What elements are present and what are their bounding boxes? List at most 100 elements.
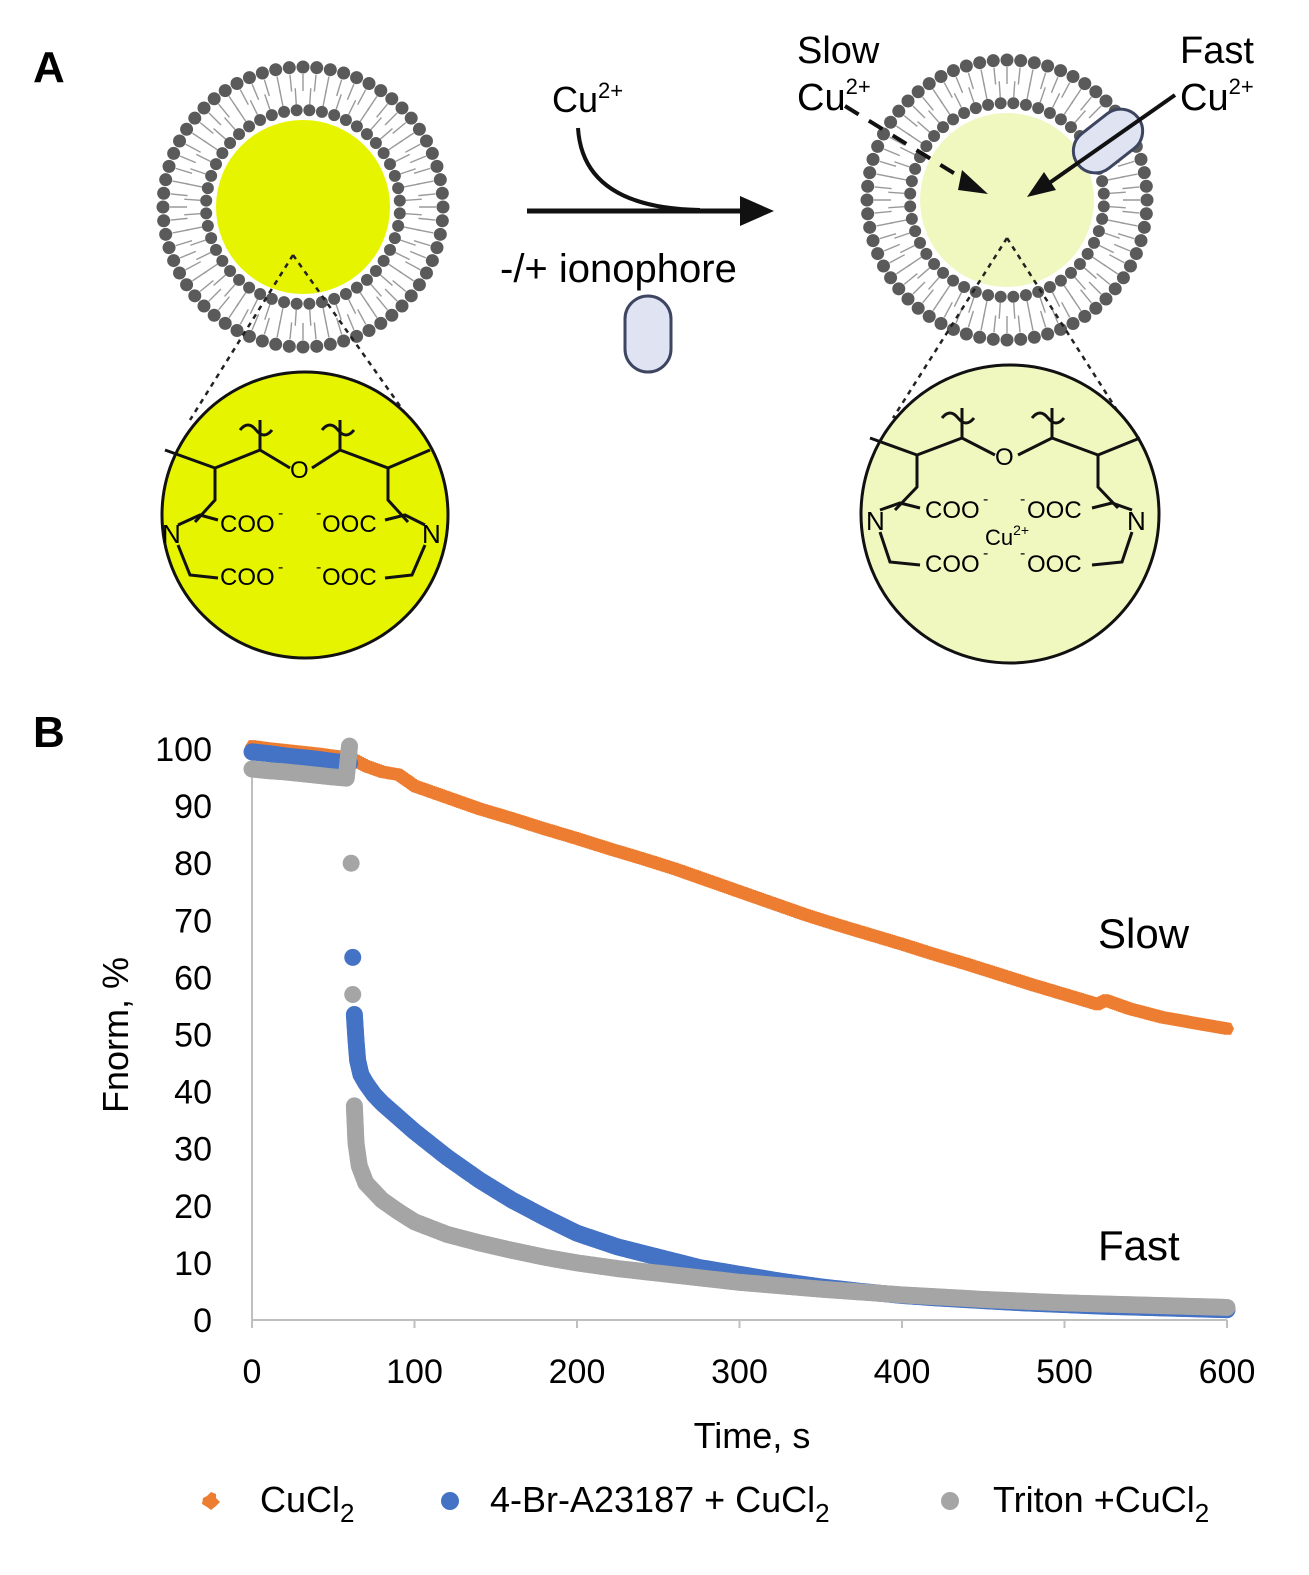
- lipid-tail: [400, 239, 416, 246]
- panel-a-label: A: [33, 43, 65, 92]
- lipid-head: [1054, 64, 1068, 78]
- lipid-tail: [190, 168, 206, 175]
- lipid-tail: [218, 296, 230, 311]
- lipid-tail: [379, 274, 393, 286]
- ion-incoming-curve: [576, 127, 701, 212]
- lipid-tail: [376, 296, 388, 311]
- lipid-head: [430, 159, 444, 173]
- lipid-tail: [335, 94, 342, 110]
- lipid-head: [909, 225, 922, 238]
- lipid-head: [969, 285, 982, 298]
- lipid-head: [303, 297, 316, 310]
- lipid-head: [200, 207, 213, 220]
- lipid-head: [1140, 193, 1154, 207]
- lipid-head: [973, 56, 987, 70]
- lipid-head: [173, 266, 187, 280]
- lipid-head: [982, 98, 995, 111]
- lipid-head: [435, 214, 449, 228]
- carboxylate-label: OOC: [322, 564, 377, 591]
- lipid-tail: [347, 99, 357, 115]
- lipid-tail: [1013, 81, 1016, 98]
- lipid-head: [892, 282, 906, 296]
- lipid-head: [167, 254, 181, 268]
- lipid-head: [369, 137, 382, 150]
- lipid-head: [892, 104, 906, 118]
- lipid-tail: [874, 186, 892, 190]
- lipid-head: [947, 274, 960, 287]
- lipid-tail: [967, 310, 974, 328]
- lipid-tail: [170, 193, 188, 197]
- lipid-tail: [218, 103, 230, 118]
- lipid-tail: [403, 183, 420, 188]
- lipid-tail: [1083, 267, 1097, 279]
- charge-minus: -: [316, 505, 321, 522]
- lipid-tail: [912, 281, 926, 295]
- lipid-head: [884, 271, 898, 285]
- lipid-head: [323, 63, 337, 77]
- x-axis-label: Time, s: [694, 1415, 811, 1456]
- y-tick-label: 20: [174, 1188, 212, 1226]
- lipid-tail: [236, 107, 247, 122]
- lipid-tail: [955, 76, 964, 94]
- lipid-tail: [1026, 300, 1031, 317]
- lipid-tail: [1074, 276, 1086, 290]
- lipid-head: [362, 323, 376, 337]
- chelator-bound-structure: O N N COO - COO - - OOC - OOC Cu2+: [859, 363, 1161, 665]
- y-tick-label: 90: [174, 788, 212, 826]
- lipid-head: [1108, 282, 1122, 296]
- lipid-head: [1043, 107, 1056, 120]
- lipid-head: [374, 316, 388, 330]
- lipid-tail: [922, 96, 934, 111]
- lipid-tail: [1107, 219, 1124, 224]
- lipid-head: [282, 339, 296, 353]
- lipid-tail: [1051, 92, 1061, 108]
- lipid-tail: [405, 198, 422, 201]
- lipid-head: [188, 111, 202, 125]
- lipid-tail: [403, 226, 420, 231]
- lipid-tail: [888, 191, 905, 194]
- lipid-head: [1019, 289, 1032, 302]
- arrow-head: [740, 196, 774, 226]
- lipid-head: [877, 127, 891, 141]
- lipid-head: [1064, 121, 1077, 134]
- lipid-tail: [179, 250, 197, 259]
- lipid-tail: [279, 307, 284, 324]
- lipid-head: [392, 182, 405, 195]
- lipid-head: [1032, 285, 1045, 298]
- lipid-head: [243, 281, 256, 294]
- chelator-bonds: [164, 420, 431, 580]
- lipid-head: [958, 280, 971, 293]
- lipid-head: [162, 159, 176, 173]
- lipid-head: [419, 134, 433, 148]
- lipid-head: [233, 273, 246, 286]
- lipid-head: [861, 207, 875, 221]
- lipid-head: [412, 122, 426, 136]
- lipid-tail: [879, 233, 897, 240]
- lipid-head: [278, 296, 291, 309]
- liposome-after: Slow Cu2+ Fast Cu2+: [797, 30, 1254, 347]
- lipid-head: [1073, 257, 1086, 270]
- lipid-tail: [185, 261, 202, 271]
- fast-annotation: Fast: [1098, 1222, 1180, 1269]
- lipid-tail: [890, 176, 907, 181]
- lipid-head: [350, 281, 363, 294]
- y-tick-label: 30: [174, 1131, 212, 1169]
- nitrogen-label: N: [1127, 506, 1146, 536]
- lipid-tail: [894, 232, 910, 239]
- x-tick-label: 400: [874, 1353, 931, 1391]
- lipid-head: [1078, 77, 1092, 91]
- lipid-head: [362, 77, 376, 91]
- lipid-head: [242, 71, 256, 85]
- lipid-head: [884, 115, 898, 129]
- lipid-head: [269, 337, 283, 351]
- lipid-tail: [357, 308, 367, 325]
- lipid-tail: [409, 250, 427, 259]
- lipid-head: [385, 92, 399, 106]
- y-tick-label: 80: [174, 845, 212, 883]
- lipid-tail: [251, 83, 260, 101]
- lipid-tail: [289, 74, 293, 92]
- lipid-tail: [1039, 297, 1046, 313]
- lipid-head: [1014, 332, 1028, 346]
- lipid-head: [905, 175, 918, 188]
